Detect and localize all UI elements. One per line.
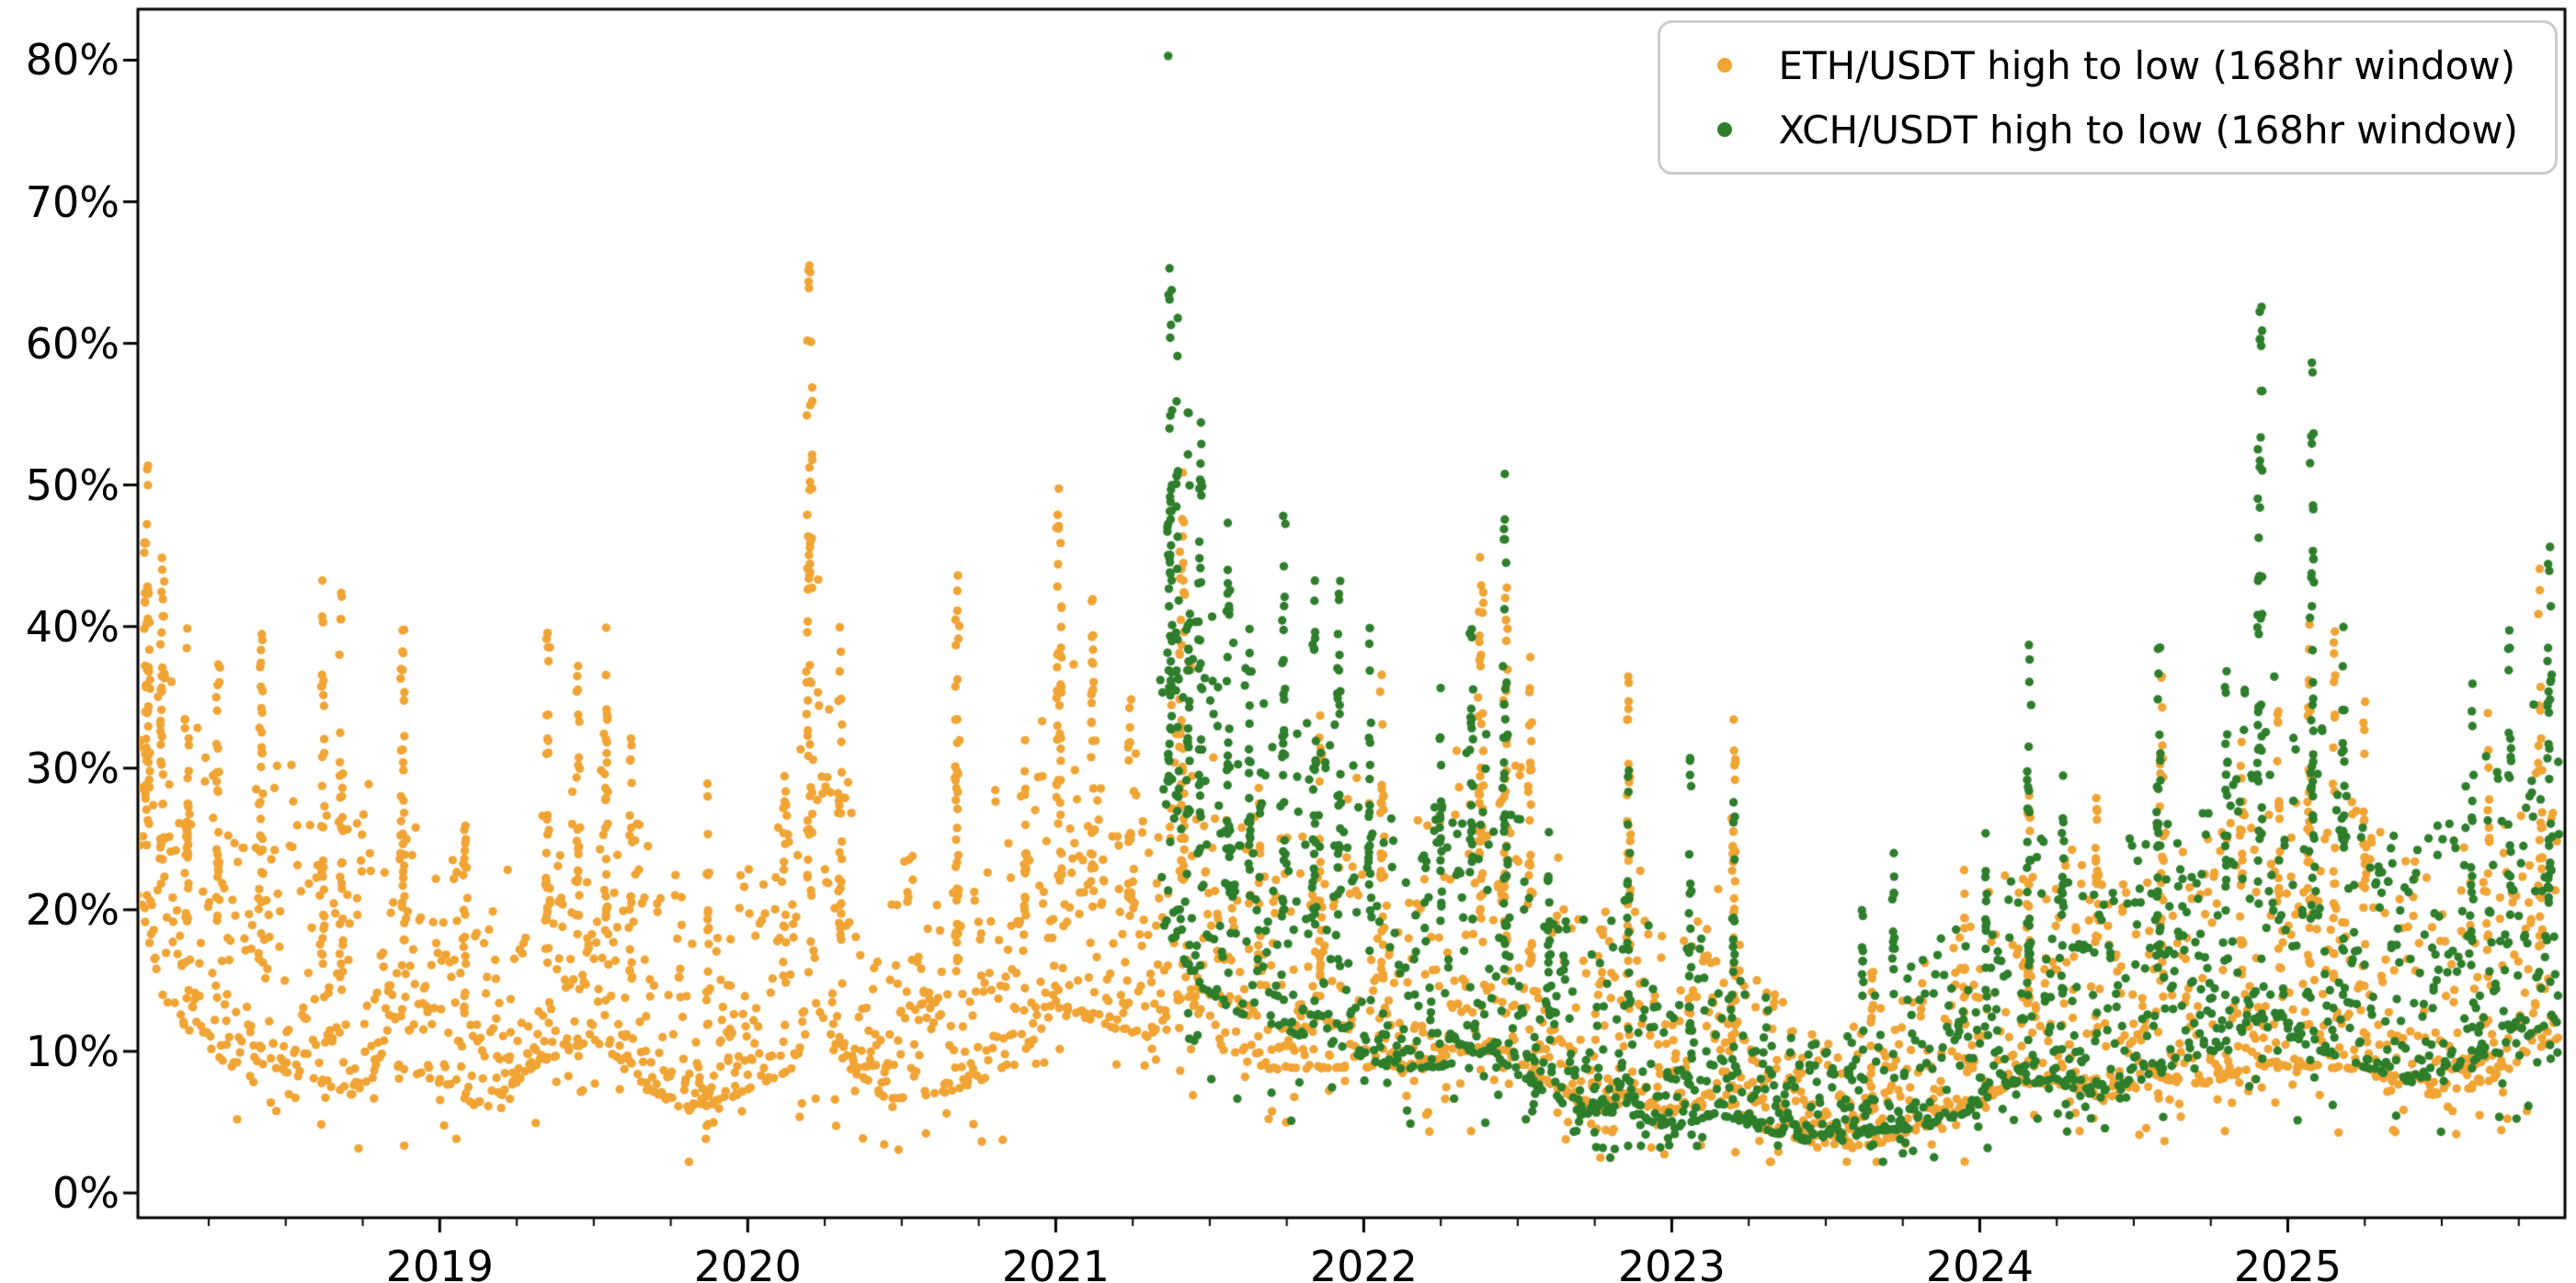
- x-tick-label-2023: 2023: [1617, 1242, 1726, 1283]
- legend-item-xch: XCH/USDT high to low (168hr window): [1681, 100, 2518, 159]
- x-tick-label-2020: 2020: [693, 1242, 802, 1283]
- legend-item-eth: ETH/USDT high to low (168hr window): [1681, 36, 2518, 95]
- y-tick-label-60: 60%: [25, 318, 120, 369]
- x-tick-label-2019: 2019: [385, 1242, 494, 1283]
- x-tick-label-2021: 2021: [1001, 1242, 1110, 1283]
- legend-xch-label: XCH/USDT high to low (168hr window): [1778, 107, 2518, 153]
- y-tick-label-0: 0%: [52, 1168, 120, 1219]
- y-tick-label-70: 70%: [25, 176, 120, 227]
- legend: ETH/USDT high to low (168hr window) XCH/…: [1658, 20, 2558, 175]
- y-tick-label-40: 40%: [25, 601, 120, 652]
- x-tick-label-2024: 2024: [1925, 1242, 2034, 1283]
- y-tick-label-20: 20%: [25, 884, 120, 935]
- y-tick-label-80: 80%: [25, 35, 120, 85]
- y-tick-label-10: 10%: [25, 1026, 120, 1076]
- y-tick-label-50: 50%: [25, 460, 120, 510]
- y-tick-label-30: 30%: [25, 743, 120, 793]
- legend-xch-marker-icon: [1681, 122, 1769, 137]
- legend-eth-label: ETH/USDT high to low (168hr window): [1778, 42, 2516, 88]
- legend-eth-marker-icon: [1681, 58, 1769, 73]
- x-tick-label-2025: 2025: [2233, 1242, 2342, 1283]
- x-tick-label-2022: 2022: [1309, 1242, 1418, 1283]
